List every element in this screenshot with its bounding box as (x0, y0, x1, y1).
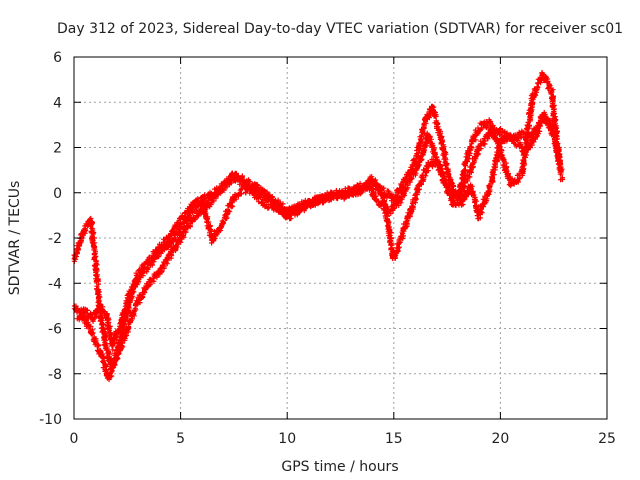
y-tick-label: -8 (48, 367, 62, 383)
series-trace-c (74, 112, 563, 353)
axis-ticks (73, 56, 608, 420)
x-tick-label: 10 (278, 431, 296, 447)
series-trace-b (71, 70, 564, 374)
y-tick-label: -4 (48, 276, 62, 292)
y-tick-label: -10 (39, 412, 62, 428)
data-marks (71, 70, 566, 383)
y-tick-labels: -10 -8 -6 -4 -2 0 2 4 6 (39, 50, 62, 428)
x-tick-label: 20 (491, 431, 509, 447)
x-tick-labels: 0 5 10 15 20 25 (70, 431, 616, 447)
grid-lines (74, 57, 607, 419)
series-trace-a (71, 109, 566, 383)
x-tick-label: 5 (176, 431, 185, 447)
y-tick-label: -2 (48, 231, 62, 247)
series-marks (71, 70, 564, 374)
x-tick-label: 0 (70, 431, 79, 447)
series-marks (74, 112, 563, 353)
y-tick-label: 4 (53, 95, 62, 111)
y-tick-label: 6 (53, 50, 62, 66)
y-tick-label: 2 (53, 141, 62, 157)
x-tick-label: 15 (385, 431, 403, 447)
series-marks (71, 109, 566, 383)
x-axis-label: GPS time / hours (281, 459, 398, 475)
chart-title: Day 312 of 2023, Sidereal Day-to-day VTE… (57, 21, 623, 37)
y-tick-label: -6 (48, 322, 62, 338)
y-tick-label: 0 (53, 186, 62, 202)
x-tick-label: 25 (598, 431, 616, 447)
y-axis-label: SDTVAR / TECUs (7, 181, 23, 296)
